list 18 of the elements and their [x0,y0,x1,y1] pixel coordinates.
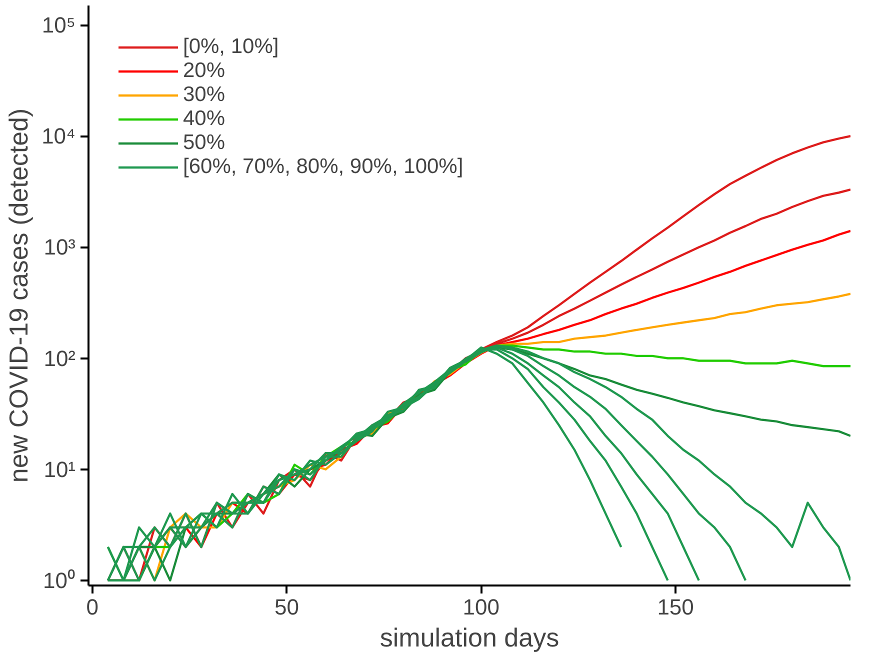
y-tick-label: 10⁵ [42,12,76,38]
y-tick-label: 10² [44,346,76,371]
x-tick-label: 150 [657,594,694,620]
x-tick-label: 0 [86,594,99,620]
legend-label: [60%, 70%, 80%, 90%, 100%] [183,155,464,179]
y-tick-label: 10⁴ [42,124,76,149]
y-tick-label: 10¹ [44,456,76,482]
legend-label: 20% [183,59,226,83]
legend-label: 50% [183,131,226,155]
x-tick-label: 50 [274,594,300,620]
legend-label: 40% [183,107,226,131]
legend-label: [0%, 10%] [183,35,279,59]
x-axis-title: simulation days [380,622,560,652]
y-axis-title: new COVID-19 cases (detected) [4,108,34,483]
legend-label: 30% [183,83,226,107]
x-tick-label: 100 [462,594,500,620]
y-tick-label: 10³ [44,234,76,260]
y-tick-label: 10⁰ [43,568,76,593]
